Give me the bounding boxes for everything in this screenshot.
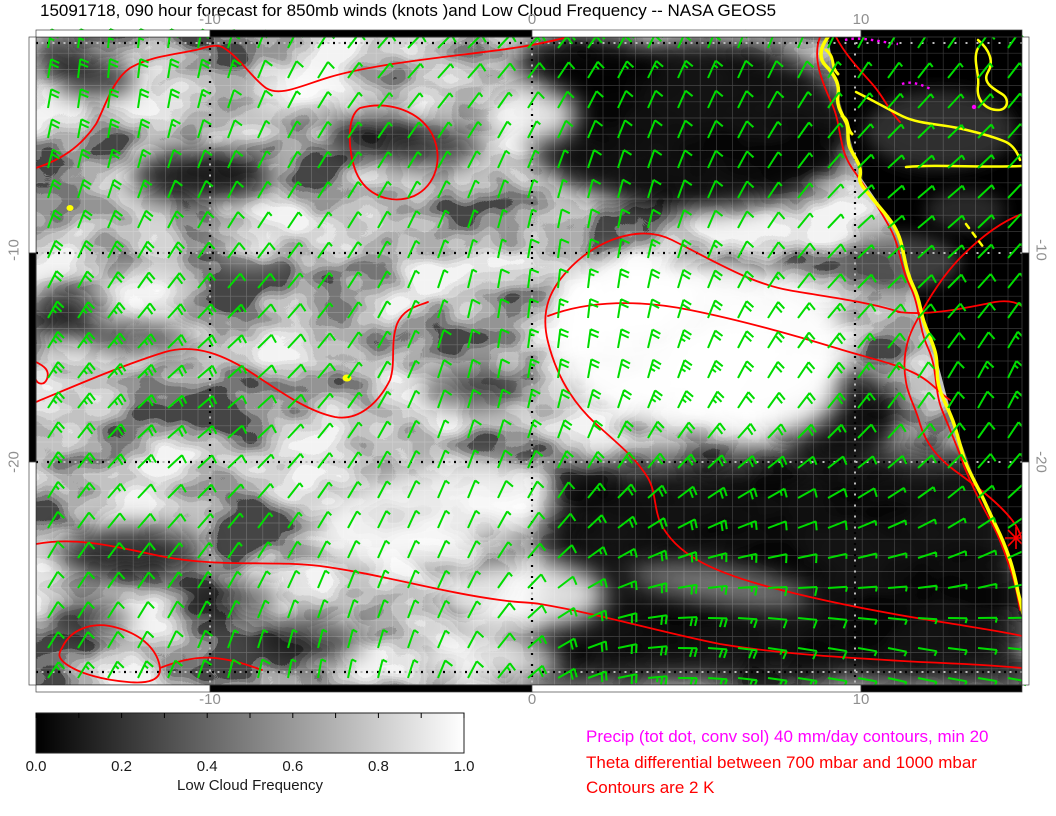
river-horizontal [904, 164, 1022, 169]
colorbar-tick-label: 1.0 [453, 758, 475, 775]
colorbar-tick-label: 0.6 [282, 758, 304, 775]
plot-title: 15091718, 090 hour forecast for 850mb wi… [40, 1, 777, 20]
axis-tick-left: -10 [5, 239, 23, 261]
river-dashed [964, 222, 986, 250]
axis-tick-left: -20 [5, 451, 23, 473]
theta-contours [36, 37, 1022, 684]
colorbar-caption: Low Cloud Frequency [177, 777, 323, 794]
wind-barb-layer [47, 28, 1028, 691]
axis-tick-bottom: 0 [527, 691, 537, 708]
cloud-field-dark-southeast [520, 450, 1022, 685]
legend-line: Contours are 2 K [586, 778, 715, 797]
colorbar-tick-label: 0.0 [25, 758, 47, 775]
axis-tick-top: 0 [527, 11, 537, 28]
axis-tick-right: -10 [1032, 239, 1050, 261]
legend: Precip (tot dot, conv sol) 40 mm/day con… [586, 724, 989, 801]
colorbar-tick-label: 0.8 [367, 758, 389, 775]
precip-dot [971, 104, 977, 110]
colorbar-tick-label: 0.4 [196, 758, 218, 775]
island-dot [66, 205, 74, 211]
river-loop [974, 38, 1009, 112]
map-interior [36, 37, 1022, 685]
colorbar-tick-label: 0.2 [111, 758, 133, 775]
wind-barbs [47, 28, 1028, 691]
axis-tick-top: -10 [199, 11, 221, 28]
legend-line: Precip (tot dot, conv sol) 40 mm/day con… [586, 727, 989, 746]
colorbar-gradient [35, 712, 465, 754]
legend-line: Theta differential between 700 mbar and … [586, 752, 977, 772]
axis-tick-bottom: 10 [852, 691, 870, 708]
axis-tick-right: -20 [1032, 451, 1050, 473]
station-asterisk [1005, 527, 1022, 549]
axis-tick-top: 10 [852, 11, 870, 28]
coastline-layer [819, 37, 1022, 616]
map-border-bars [28, 29, 1030, 693]
colorbar [35, 712, 465, 754]
cloud-field-dark-blobs [36, 37, 900, 662]
colorbar-ticks [35, 713, 465, 718]
coast-detail [824, 48, 854, 136]
axis-tick-bottom: -10 [199, 691, 221, 708]
